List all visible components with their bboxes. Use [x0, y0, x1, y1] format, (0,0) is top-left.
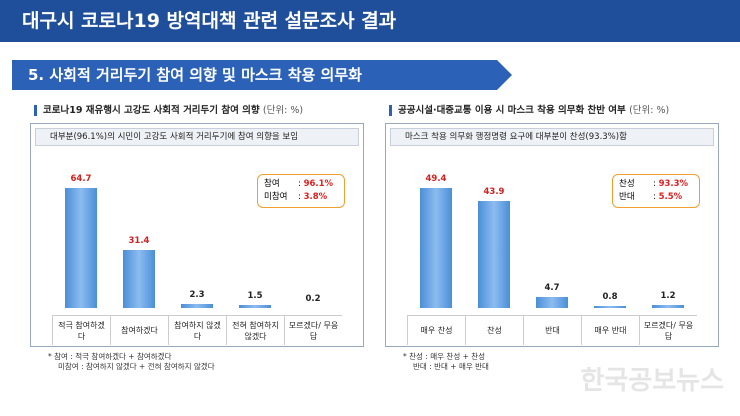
summary-box: 참여: 96.1% 미참여: 3.8%	[257, 174, 345, 208]
bar	[652, 305, 684, 308]
summary-row: 미참여: 3.8%	[264, 192, 328, 202]
section-title: 5. 사회적 거리두기 참여 의향 및 마스크 착용 의무화	[28, 66, 362, 84]
bar	[536, 296, 568, 308]
note: 반대 : 반대 + 매우 반대	[413, 362, 489, 371]
x-tick-label: 전혀 참여하지 않겠다	[226, 315, 284, 345]
x-tick-label: 매우 반대	[581, 315, 639, 345]
summary-value: 5.5%	[658, 192, 683, 202]
chart-subtitle: 마스크 착용 의무화 행정명령 요구에 대부분이 찬성(93.3%)함	[390, 128, 714, 146]
bar	[239, 305, 271, 308]
chart-title: 코로나19 재유행시 고강도 사회적 거리두기 참여 의향 (단위: %)	[34, 102, 303, 116]
bar	[420, 188, 452, 308]
section-banner	[12, 60, 512, 90]
value-label: 49.4	[425, 174, 447, 184]
x-tick-label: 찬성	[465, 315, 523, 345]
bar	[478, 201, 510, 308]
value-label: 1.5	[247, 291, 263, 302]
x-tick-label: 모르겠다/ 무응답	[639, 315, 697, 345]
summary-label: 참여	[264, 179, 280, 189]
x-tick-label: 참여하지 않겠다	[168, 315, 226, 345]
title-marker: 공공시설·대중교통 이용 시 마스크 착용 의무화 찬반 여부	[389, 105, 626, 116]
x-tick-label: 모르겠다/ 무응답	[284, 315, 342, 345]
note: * 찬성 : 매우 찬성 + 찬성	[403, 352, 486, 361]
x-tick-label: 참여하겠다	[110, 315, 168, 345]
bar	[181, 303, 213, 308]
summary-label: 미참여	[264, 192, 288, 202]
value-label: 2.3	[189, 289, 205, 300]
value-label: 4.7	[544, 282, 560, 293]
x-tick-label: 적극 참여하겠다	[52, 315, 110, 345]
note: * 참여 : 적극 참여하겠다 + 참여하겠다	[48, 352, 172, 361]
value-label: 31.4	[128, 235, 150, 246]
bar	[65, 188, 97, 308]
notes: * 찬성 : 매우 찬성 + 찬성 반대 : 반대 + 매우 반대	[403, 352, 489, 372]
chart-subtitle: 대부분(96.1%)의 시민이 고강도 사회적 거리두기에 참여 의향을 보임	[35, 128, 359, 146]
summary-value: 96.1%	[303, 179, 334, 189]
value-label: 0.2	[305, 293, 321, 304]
note: 미참여 : 참여하지 않겠다 + 전혀 참여하지 않겠다	[58, 362, 215, 371]
watermark: 한국공보뉴스	[580, 366, 724, 396]
slide-title: 대구시 코로나19 방역대책 관련 설문조사 결과	[0, 0, 740, 42]
summary-label: 찬성	[619, 179, 635, 189]
summary-row: 참여: 96.1%	[264, 179, 334, 189]
x-tick-label: 반대	[523, 315, 581, 345]
summary-box: 찬성: 93.3% 반대: 5.5%	[612, 174, 700, 208]
value-label: 0.8	[602, 292, 618, 303]
value-label: 64.7	[70, 174, 92, 184]
summary-row: 찬성: 93.3%	[619, 179, 689, 189]
chart-title: 공공시설·대중교통 이용 시 마스크 착용 의무화 찬반 여부 (단위: %)	[389, 102, 669, 116]
bar	[594, 306, 626, 308]
value-label: 1.2	[660, 291, 676, 302]
bar	[123, 249, 155, 308]
x-tick-label: 매우 찬성	[407, 315, 465, 345]
value-label: 43.9	[483, 187, 505, 198]
unit: (단위: %)	[262, 105, 304, 116]
title-marker: 코로나19 재유행시 고강도 사회적 거리두기 참여 의향	[34, 105, 260, 116]
summary-label: 반대	[619, 192, 635, 202]
summary-value: 93.3%	[658, 179, 689, 189]
summary-row: 반대: 5.5%	[619, 192, 683, 202]
unit: (단위: %)	[629, 105, 670, 116]
summary-value: 3.8%	[303, 192, 328, 202]
notes: * 참여 : 적극 참여하겠다 + 참여하겠다 미참여 : 참여하지 않겠다 + …	[48, 352, 215, 372]
